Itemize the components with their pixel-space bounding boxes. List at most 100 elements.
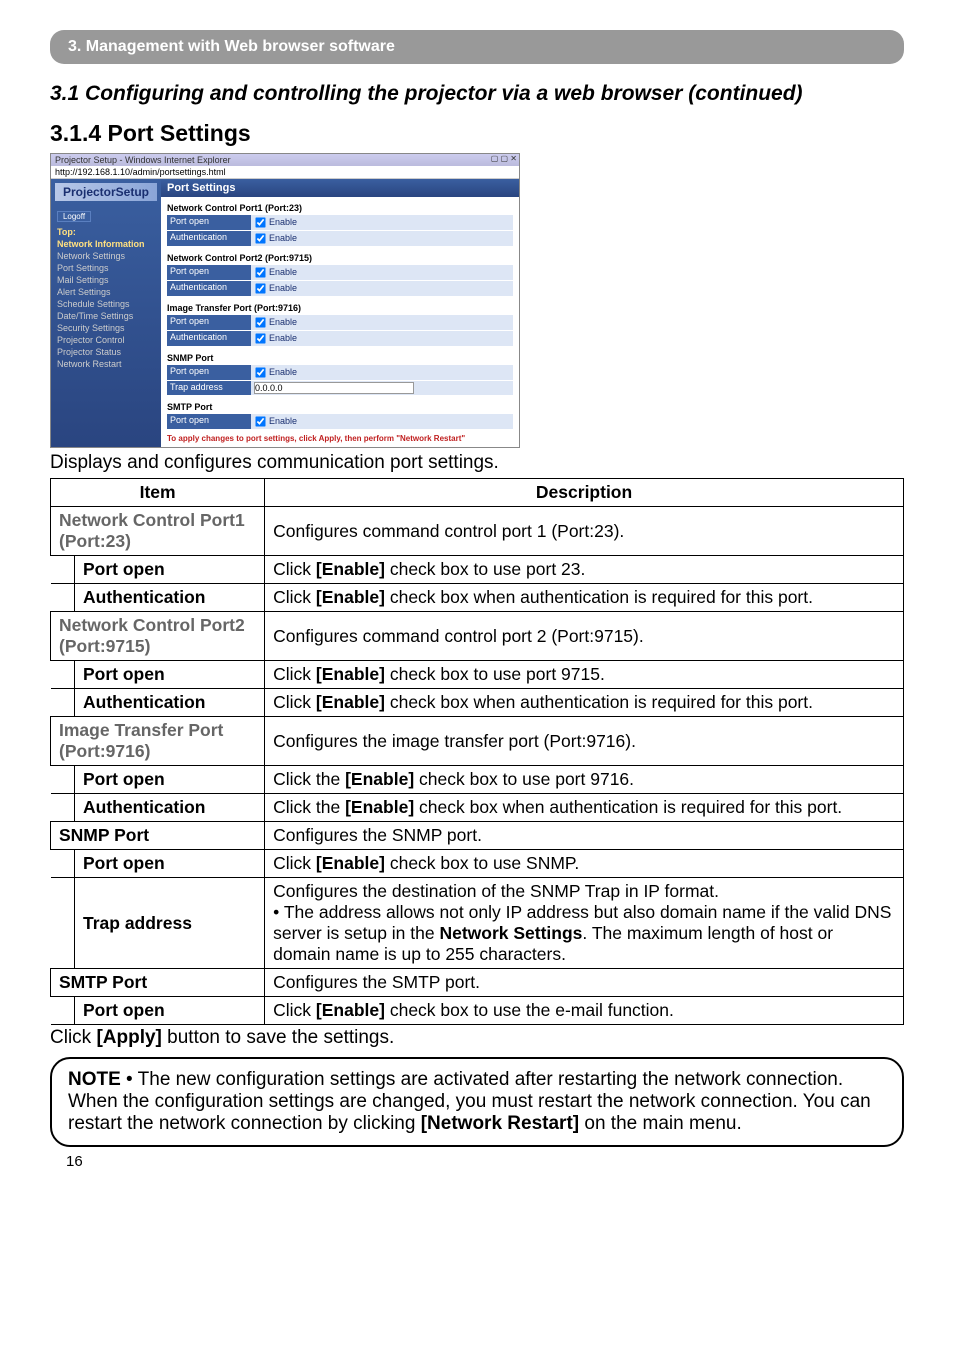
ncp2-auth-desc: Click [Enable] check box when authentica… xyxy=(265,689,904,717)
th-item: Item xyxy=(51,479,265,507)
th-desc: Description xyxy=(265,479,904,507)
g2-auth-val: Enable xyxy=(251,281,513,296)
smtp-desc: Configures the SMTP port. xyxy=(265,969,904,997)
group1: Network Control Port1 (Port:23) xyxy=(161,197,519,215)
g4-portopen-label: Port open xyxy=(167,365,251,380)
chapter-bar: 3. Management with Web browser software xyxy=(50,30,904,64)
snmp-open-desc: Click [Enable] check box to use SNMP. xyxy=(265,850,904,878)
g3-portopen-label: Port open xyxy=(167,315,251,330)
itp-auth-item: Authentication xyxy=(75,794,265,822)
nav-status: Projector Status xyxy=(55,346,157,358)
g1-portopen-val: Enable xyxy=(251,215,513,230)
enable-text: Enable xyxy=(269,416,297,426)
smtp-open-item: Port open xyxy=(75,997,265,1025)
enable-text: Enable xyxy=(269,233,297,243)
g2-open-check xyxy=(255,267,265,277)
note-keyword: NOTE xyxy=(68,1069,121,1090)
enable-text: Enable xyxy=(269,283,297,293)
nav-date: Date/Time Settings xyxy=(55,310,157,322)
section-title: 3.1.4 Port Settings xyxy=(50,120,904,147)
g2-auth-label: Authentication xyxy=(167,281,251,296)
g1-open-check xyxy=(255,217,265,227)
nav-net-info: Network Information xyxy=(55,238,157,250)
enable-text: Enable xyxy=(269,317,297,327)
ncp1-open-item: Port open xyxy=(75,556,265,584)
enable-text: Enable xyxy=(269,267,297,277)
ncp2-desc: Configures command control port 2 (Port:… xyxy=(265,612,904,661)
shot-main: Port Settings Network Control Port1 (Por… xyxy=(161,179,519,447)
ncp1-auth-desc: Click [Enable] check box when authentica… xyxy=(265,584,904,612)
itp-item: Image Transfer Port (Port:9716) xyxy=(51,717,265,766)
shot-title-text: Projector Setup - Windows Internet Explo… xyxy=(55,155,231,165)
itp-auth-desc: Click the [Enable] check box when authen… xyxy=(265,794,904,822)
apply-warning: To apply changes to port settings, click… xyxy=(161,430,519,447)
snmp-trap-item: Trap address xyxy=(75,878,265,969)
nav-security: Security Settings xyxy=(55,322,157,334)
screenshot: Projector Setup - Windows Internet Explo… xyxy=(50,153,520,448)
note-box: NOTE • The new configuration settings ar… xyxy=(50,1057,904,1147)
ncp2-item: Network Control Port2 (Port:9715) xyxy=(51,612,265,661)
g4-trap-val xyxy=(251,381,513,395)
g2-portopen-label: Port open xyxy=(167,265,251,280)
ncp1-item: Network Control Port1 (Port:23) xyxy=(51,507,265,556)
trap-input xyxy=(254,382,414,394)
group5: SMTP Port xyxy=(161,396,519,414)
nav-restart: Network Restart xyxy=(55,358,157,370)
continued-heading: 3.1 Configuring and controlling the proj… xyxy=(50,82,904,106)
note-bold: [Network Restart] xyxy=(421,1113,579,1134)
nav-mail: Mail Settings xyxy=(55,274,157,286)
nav-net-settings: Network Settings xyxy=(55,250,157,262)
shot-urlbar: http://192.168.1.10/admin/portsettings.h… xyxy=(51,166,519,179)
g1-auth-label: Authentication xyxy=(167,231,251,246)
group3: Image Transfer Port (Port:9716) xyxy=(161,297,519,315)
window-controls: ▢ ▢ ✕ xyxy=(491,154,517,163)
snmp-open-item: Port open xyxy=(75,850,265,878)
page-number: 16 xyxy=(66,1153,904,1170)
projector-setup-label: ProjectorSetup xyxy=(55,183,157,201)
g3-auth-check xyxy=(255,333,265,343)
shot-sidebar: ProjectorSetup Logoff Top: Network Infor… xyxy=(51,179,161,447)
g5-open-check xyxy=(255,416,265,426)
nav-port-settings: Port Settings xyxy=(55,262,157,274)
g5-portopen-label: Port open xyxy=(167,414,251,429)
ncp1-open-desc: Click [Enable] check box to use port 23. xyxy=(265,556,904,584)
note-post: on the main menu. xyxy=(579,1113,742,1134)
enable-text: Enable xyxy=(269,217,297,227)
group4: SNMP Port xyxy=(161,347,519,365)
g1-portopen-label: Port open xyxy=(167,215,251,230)
g3-auth-label: Authentication xyxy=(167,331,251,346)
g1-auth-check xyxy=(255,233,265,243)
nav-top: Top: xyxy=(55,226,157,238)
nav-schedule: Schedule Settings xyxy=(55,298,157,310)
g1-auth-val: Enable xyxy=(251,231,513,246)
apply-note: Click [Apply] button to save the setting… xyxy=(50,1027,904,1049)
g5-portopen-val: Enable xyxy=(251,414,513,429)
settings-table: Item Description Network Control Port1 (… xyxy=(50,478,904,1025)
g3-auth-val: Enable xyxy=(251,331,513,346)
enable-text: Enable xyxy=(269,333,297,343)
g4-trap-label: Trap address xyxy=(167,381,251,395)
itp-open-desc: Click the [Enable] check box to use port… xyxy=(265,766,904,794)
snmp-item: SNMP Port xyxy=(51,822,265,850)
g3-open-check xyxy=(255,317,265,327)
snmp-trap-desc: Configures the destination of the SNMP T… xyxy=(265,878,904,969)
shot-titlebar: Projector Setup - Windows Internet Explo… xyxy=(51,154,519,166)
ncp1-auth-item: Authentication xyxy=(75,584,265,612)
g3-portopen-val: Enable xyxy=(251,315,513,330)
g4-open-check xyxy=(255,367,265,377)
panel-title: Port Settings xyxy=(161,179,519,197)
ncp2-open-desc: Click [Enable] check box to use port 971… xyxy=(265,661,904,689)
intro-text: Displays and configures communication po… xyxy=(50,452,904,474)
ncp1-desc: Configures command control port 1 (Port:… xyxy=(265,507,904,556)
smtp-open-desc: Click [Enable] check box to use the e-ma… xyxy=(265,997,904,1025)
g2-auth-check xyxy=(255,283,265,293)
logoff-button: Logoff xyxy=(57,211,91,222)
smtp-item: SMTP Port xyxy=(51,969,265,997)
itp-open-item: Port open xyxy=(75,766,265,794)
enable-text: Enable xyxy=(269,367,297,377)
g2-portopen-val: Enable xyxy=(251,265,513,280)
ncp2-open-item: Port open xyxy=(75,661,265,689)
group2: Network Control Port2 (Port:9715) xyxy=(161,247,519,265)
snmp-desc: Configures the SNMP port. xyxy=(265,822,904,850)
ncp2-auth-item: Authentication xyxy=(75,689,265,717)
